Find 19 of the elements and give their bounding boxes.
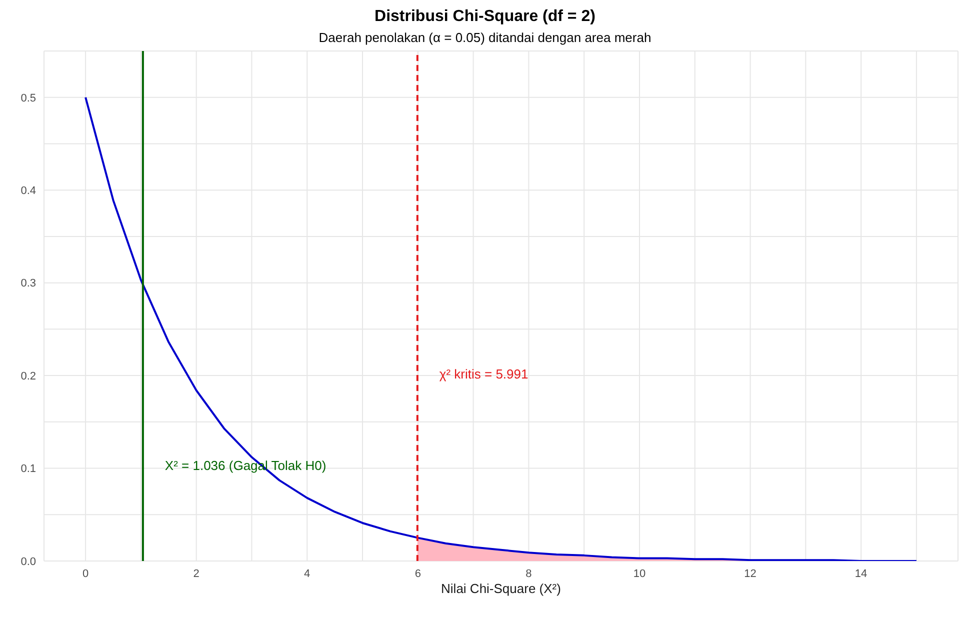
y-tick-label: 0.0 bbox=[20, 556, 36, 568]
x-tick-label: 12 bbox=[744, 568, 756, 580]
y-tick-label: 0.2 bbox=[20, 370, 36, 382]
x-tick-label: 8 bbox=[526, 568, 532, 580]
y-tick-label: 0.5 bbox=[20, 92, 36, 104]
chart-subtitle: Daerah penolakan (α = 0.05) ditandai dengan area merah bbox=[318, 30, 652, 45]
x-tick-label: 6 bbox=[414, 568, 421, 580]
x-tick-label: 4 bbox=[304, 568, 310, 580]
x-tick-label: 0 bbox=[82, 568, 89, 580]
x-tick-label: 14 bbox=[854, 568, 868, 580]
x-tick-label: 10 bbox=[633, 568, 646, 580]
x-axis-title: Nilai Chi-Square (X²) bbox=[441, 581, 561, 596]
line-series bbox=[84, 96, 918, 561]
y-tick-label: 0.1 bbox=[20, 463, 36, 476]
y-tick-label: 0.4 bbox=[20, 184, 36, 197]
x-tick-label: 2 bbox=[193, 568, 200, 580]
ref-line-label: χ² kritis = 5.991 bbox=[439, 366, 528, 382]
y-tick-label: 0.3 bbox=[20, 278, 36, 290]
chart-title: Distribusi Chi-Square (df = 2) bbox=[374, 8, 596, 26]
